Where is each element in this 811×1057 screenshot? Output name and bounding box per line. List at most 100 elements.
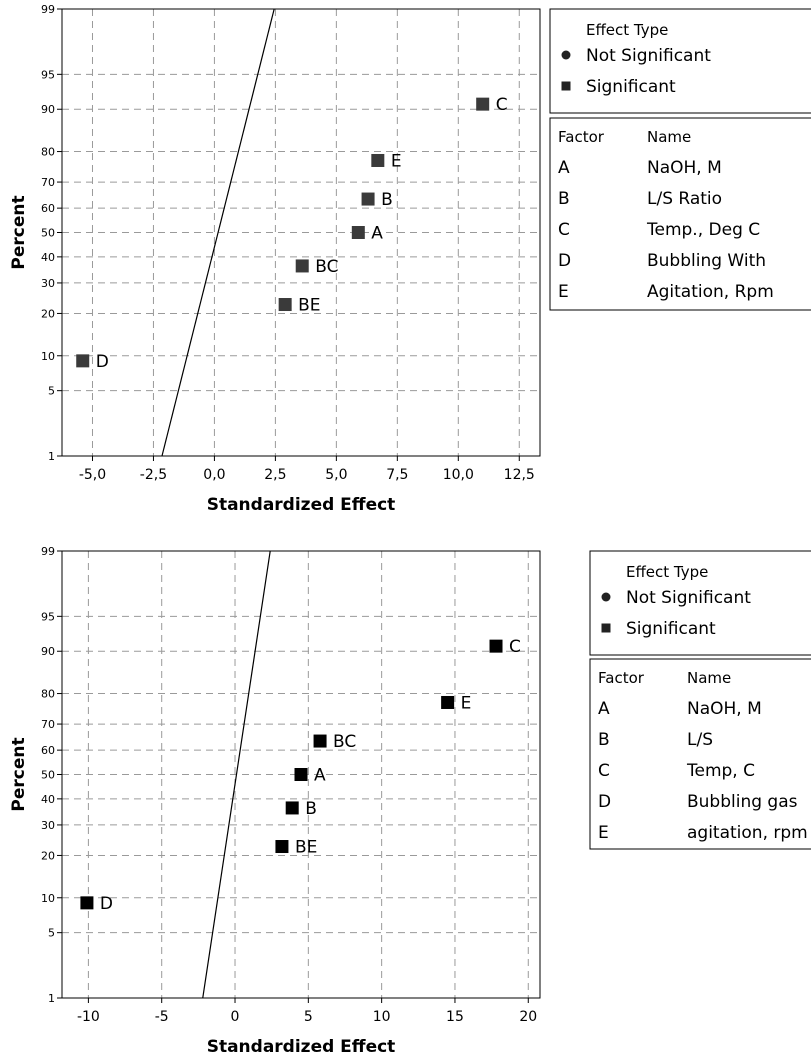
y-tick-label: 90 (41, 103, 55, 116)
y-tick-label: 80 (41, 146, 55, 159)
x-axis-title: Standardized Effect (207, 1037, 396, 1057)
effect-point-be (275, 840, 289, 854)
effect-point-label: C (496, 95, 508, 115)
effect-point-label: BC (315, 257, 338, 277)
effect-point-c (489, 639, 503, 653)
y-tick-label: 40 (41, 793, 55, 806)
effect-point-e (371, 153, 385, 167)
factor-name: NaOH, M (687, 699, 762, 719)
effect-point-b (361, 192, 375, 206)
y-axis-title: Percent (9, 195, 29, 269)
y-tick-label: 10 (41, 350, 55, 363)
x-tick-label: -5,0 (79, 467, 106, 483)
x-axis-title: Standardized Effect (207, 495, 396, 515)
x-tick-label: 12,5 (504, 467, 535, 483)
effect-point-be (278, 298, 292, 312)
effect-type-label: Significant (586, 77, 676, 97)
x-tick-label: -2,5 (140, 467, 167, 483)
factor-code: E (558, 282, 569, 302)
effect-type-label: Not Significant (626, 588, 751, 608)
y-tick-label: 40 (41, 251, 55, 264)
y-tick-label: 20 (41, 307, 55, 320)
effect-type-label: Not Significant (586, 46, 711, 66)
effect-point-label: B (305, 799, 317, 819)
x-tick-label: 7,5 (386, 467, 408, 483)
effect-point-label: C (509, 637, 521, 657)
factor-name: L/S Ratio (647, 189, 722, 209)
effect-point-label: E (391, 151, 402, 171)
y-tick-label: 60 (41, 744, 55, 757)
factor-legend-box (589, 658, 811, 850)
y-tick-label: 1 (48, 450, 55, 463)
effect-point-bc (313, 734, 327, 748)
effect-point-d (80, 896, 94, 910)
y-tick-label: 70 (41, 718, 55, 731)
effect-point-c (476, 97, 490, 111)
name-header: Name (647, 128, 691, 146)
y-tick-label: 5 (48, 927, 55, 940)
x-tick-label: 15 (446, 1009, 464, 1025)
significant-marker (561, 81, 571, 91)
x-tick-label: 0,0 (203, 467, 225, 483)
effect-type-legend-box (549, 8, 811, 114)
factor-code: D (598, 792, 611, 812)
effect-point-label: BE (298, 296, 320, 316)
y-tick-label: 80 (41, 688, 55, 701)
x-tick-label: -10 (77, 1009, 100, 1025)
y-tick-label: 1 (48, 992, 55, 1005)
factor-code: C (558, 220, 570, 240)
y-tick-label: 5 (48, 385, 55, 398)
factor-name: L/S (687, 730, 713, 750)
factor-code: C (598, 761, 610, 781)
factor-legend-box (549, 117, 811, 311)
effect-point-label: D (96, 352, 109, 372)
effect-type-title: Effect Type (586, 21, 668, 39)
x-tick-label: -5 (155, 1009, 169, 1025)
effect-point-b (285, 801, 299, 815)
y-tick-label: 95 (41, 610, 55, 623)
normal-plot-top: 1 5 10 20 30 40 50 60 70 80 90 95 99 -5,0 -2,5 0,0 2,5 5,… (9, 3, 811, 515)
factor-code: A (598, 699, 610, 719)
effect-point-d (76, 354, 90, 368)
not-significant-marker (601, 592, 611, 602)
effect-point-label: A (371, 224, 383, 244)
factor-code: D (558, 251, 571, 271)
factor-name: Bubbling gas (687, 792, 798, 812)
reference-line (161, 9, 275, 456)
effect-point-bc (295, 259, 309, 273)
y-tick-label: 99 (41, 545, 55, 558)
factor-code: E (598, 823, 609, 843)
y-tick-label: 30 (41, 277, 55, 290)
factor-name: Temp., Deg C (646, 220, 760, 240)
y-tick-label: 10 (41, 892, 55, 905)
y-tick-label: 70 (41, 176, 55, 189)
x-tick-label: 20 (519, 1009, 537, 1025)
effect-type-label: Significant (626, 619, 716, 639)
factor-name: Temp, C (686, 761, 755, 781)
y-tick-label: 95 (41, 68, 55, 81)
not-significant-marker (561, 50, 571, 60)
effect-point-label: A (314, 766, 326, 786)
effect-point-label: D (100, 894, 113, 914)
y-tick-label: 60 (41, 202, 55, 215)
factor-code: B (598, 730, 610, 750)
factor-header: Factor (598, 669, 645, 687)
y-tick-label: 99 (41, 3, 55, 16)
effect-point-label: BE (295, 838, 317, 858)
effect-point-e (441, 695, 455, 709)
effect-point-label: E (461, 693, 472, 713)
x-tick-label: 10 (373, 1009, 391, 1025)
effect-point-a (351, 226, 365, 239)
y-tick-label: 50 (41, 769, 55, 782)
y-tick-label: 90 (41, 645, 55, 658)
effect-type-legend-box (589, 550, 811, 656)
reference-line (202, 551, 271, 998)
factor-name: agitation, rpm (687, 823, 808, 843)
significant-marker (601, 623, 611, 633)
factor-header: Factor (558, 128, 605, 146)
factor-name: NaOH, M (647, 158, 722, 178)
factor-code: B (558, 189, 570, 209)
x-tick-label: 5,0 (325, 467, 347, 483)
effect-type-title: Effect Type (626, 563, 708, 581)
